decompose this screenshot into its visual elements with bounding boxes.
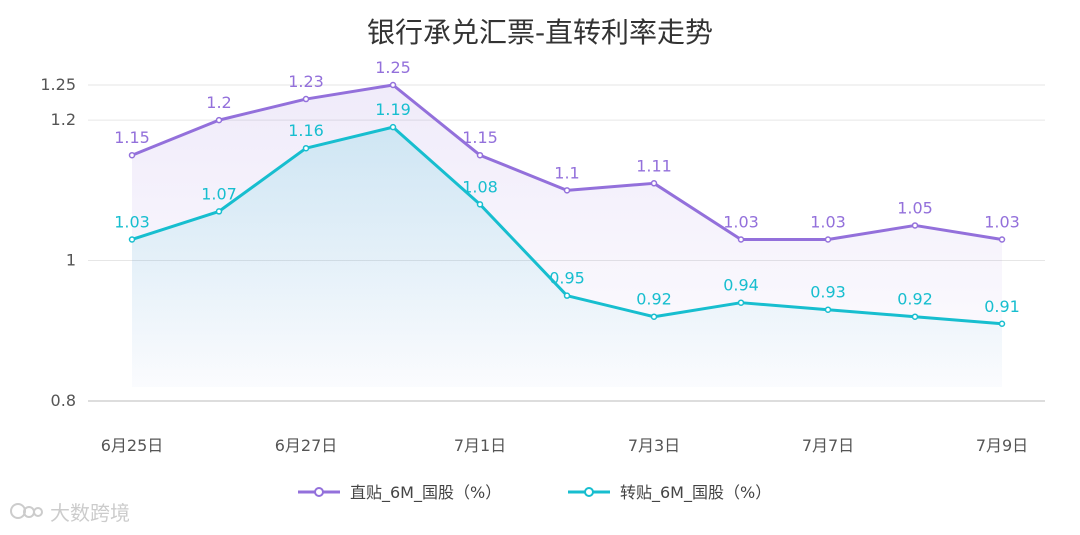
data-point <box>998 320 1006 328</box>
x-axis: 6月25日 6月27日 7月1日 7月3日 7月7日 7月9日 <box>101 436 1028 455</box>
data-point <box>476 201 484 208</box>
data-point <box>215 208 223 215</box>
data-point <box>824 306 832 313</box>
x-tick-label: 7月9日 <box>976 436 1028 455</box>
data-label: 1.03 <box>723 212 759 231</box>
x-tick-label: 7月3日 <box>628 436 680 455</box>
y-tick-label: 1.2 <box>51 110 76 129</box>
legend-label: 直贴_6M_国股（%） <box>350 483 501 503</box>
data-label: 1.03 <box>984 212 1020 231</box>
x-tick-label: 6月25日 <box>101 436 164 455</box>
data-point <box>215 116 223 124</box>
data-label: 1.16 <box>288 121 324 140</box>
data-label: 1.23 <box>288 72 324 91</box>
data-label: 1.11 <box>636 156 672 175</box>
y-tick-label: 1.25 <box>40 75 76 94</box>
data-point <box>563 187 571 194</box>
data-label: 1.03 <box>114 212 150 231</box>
point-layer <box>128 81 1006 328</box>
logo-icon <box>10 503 43 519</box>
legend-marker <box>314 487 324 497</box>
data-label: 0.94 <box>723 276 759 295</box>
data-label: 1.08 <box>462 177 498 196</box>
data-point <box>737 299 745 306</box>
data-point <box>911 222 919 229</box>
data-label: 1.07 <box>201 184 237 203</box>
data-point <box>911 313 919 320</box>
data-label: 0.92 <box>897 290 933 309</box>
data-label: 1.15 <box>114 128 150 147</box>
data-label: 0.95 <box>549 269 585 288</box>
data-point <box>824 236 832 243</box>
data-label: 1.03 <box>810 212 846 231</box>
label-layer: 1.15 1.2 1.23 1.25 1.15 1.1 1.11 1.03 1.03 1.05 1.… <box>114 58 1020 316</box>
data-point <box>650 313 658 320</box>
data-point <box>476 151 484 159</box>
data-label: 1.1 <box>554 163 579 182</box>
data-label: 0.91 <box>984 297 1020 316</box>
data-point <box>650 180 658 187</box>
data-point <box>302 95 310 103</box>
series-area <box>132 127 1002 387</box>
data-label: 1.05 <box>897 198 933 217</box>
legend: 直贴_6M_国股（%） 转贴_6M_国股（%） <box>298 483 771 503</box>
chart-title: 银行承兑汇票-直转利率走势 <box>367 16 713 49</box>
data-point <box>389 123 397 131</box>
data-point <box>128 151 136 159</box>
legend-label: 转贴_6M_国股（%） <box>620 483 771 503</box>
data-point <box>563 292 571 299</box>
y-tick-label: 1 <box>66 251 76 270</box>
data-label: 1.2 <box>206 93 231 112</box>
data-label: 1.15 <box>462 128 498 147</box>
x-tick-label: 7月1日 <box>454 436 506 455</box>
data-point <box>128 236 136 243</box>
data-label: 0.93 <box>810 283 846 302</box>
x-tick-label: 6月27日 <box>275 436 338 455</box>
watermark: 大数跨境 <box>10 501 130 525</box>
data-point <box>389 81 397 89</box>
data-label: 0.92 <box>636 290 672 309</box>
y-axis: 0.8 1 1.2 1.25 <box>40 75 76 410</box>
data-point <box>302 144 310 152</box>
x-tick-label: 7月7日 <box>802 436 854 455</box>
data-label: 1.25 <box>375 58 411 77</box>
watermark-text: 大数跨境 <box>50 501 130 525</box>
data-label: 1.19 <box>375 100 411 119</box>
legend-marker <box>584 487 594 497</box>
area-layer <box>132 85 1002 387</box>
y-tick-label: 0.8 <box>51 391 76 410</box>
data-point <box>998 236 1006 243</box>
data-point <box>737 236 745 243</box>
